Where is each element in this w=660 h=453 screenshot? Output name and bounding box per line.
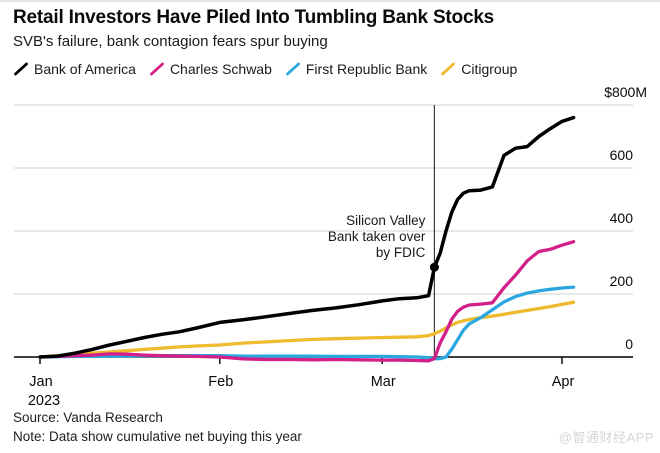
page-title: Retail Investors Have Piled Into Tumblin… [13,7,495,28]
source-note: Source: Vanda Research [13,410,163,425]
legend-item-charles-schwab: Charles Schwab [149,61,272,77]
legend: Bank of America Charles Schwab First Rep… [13,61,517,77]
legend-label: Charles Schwab [169,61,272,77]
event-annotation-line: Silicon Valley [346,213,426,228]
legend-item-first-republic: First Republic Bank [285,61,427,77]
legend-item-citigroup: Citigroup [440,61,517,77]
event-annotation-line: by FDIC [376,245,426,260]
line-swatch-icon [285,62,300,76]
data-note: Note: Data show cumulative net buying th… [13,429,302,444]
series-line-charles-schwab [38,240,576,363]
y-tick-label: $800M [604,84,647,100]
x-tick-year-label: 2023 [28,393,60,409]
watermark: @智通财经APP [558,430,654,445]
legend-label: Bank of America [34,61,136,77]
series-line-bank-of-america [38,115,576,359]
y-tick-label: 0 [625,336,633,352]
y-tick-label: 200 [610,273,634,289]
x-tick-label: Apr [552,374,575,390]
event-marker-dot [429,262,439,272]
line-swatch-icon [14,62,28,76]
page-subtitle: SVB's failure, bank contagion fears spur… [13,33,328,50]
event-annotation-line: Bank taken over [328,229,426,244]
series-line-citigroup [38,300,576,359]
y-tick-label: 600 [610,147,634,163]
x-tick-label: Mar [371,374,396,390]
x-tick-label: Jan [29,374,52,390]
legend-item-bank-of-america: Bank of America [13,61,136,77]
series-line-first-republic-bank [38,285,576,361]
y-tick-label: 400 [610,210,634,226]
line-swatch-icon [150,62,164,76]
legend-label: First Republic Bank [305,61,428,77]
legend-label: Citigroup [461,61,518,77]
chart-footnotes: Source: Vanda Research Note: Data show c… [13,408,302,446]
x-tick-label: Feb [208,374,233,390]
line-swatch-icon [441,62,456,76]
